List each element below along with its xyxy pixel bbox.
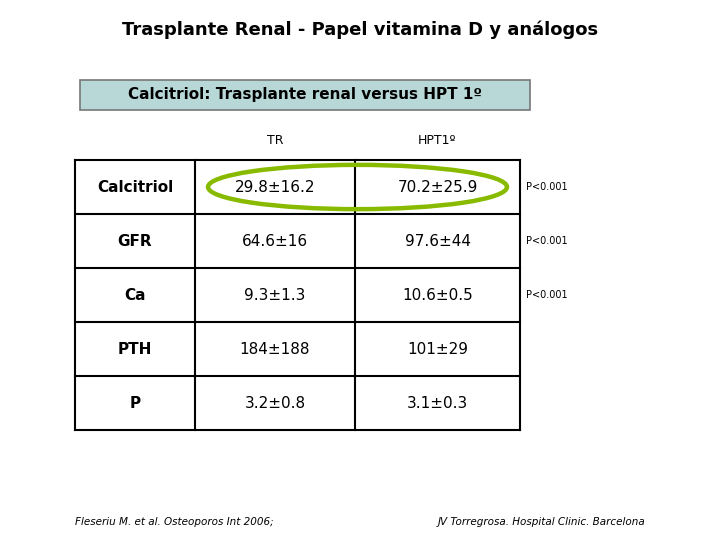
FancyBboxPatch shape (75, 268, 520, 322)
FancyBboxPatch shape (75, 160, 520, 214)
Text: Calcitriol: Trasplante renal versus HPT 1º: Calcitriol: Trasplante renal versus HPT … (128, 87, 482, 103)
FancyBboxPatch shape (75, 376, 520, 430)
Text: P<0.001: P<0.001 (526, 236, 567, 246)
Text: HPT1º: HPT1º (418, 133, 456, 146)
Text: TR: TR (266, 133, 283, 146)
Text: P<0.001: P<0.001 (526, 290, 567, 300)
Text: Fleseriu M. et al. Osteoporos Int 2006;: Fleseriu M. et al. Osteoporos Int 2006; (75, 517, 274, 527)
Text: 70.2±25.9: 70.2±25.9 (397, 179, 477, 194)
Text: 184±188: 184±188 (240, 341, 310, 356)
Text: Trasplante Renal - Papel vitamina D y análogos: Trasplante Renal - Papel vitamina D y an… (122, 21, 598, 39)
Text: 101±29: 101±29 (407, 341, 468, 356)
Text: 9.3±1.3: 9.3±1.3 (244, 287, 306, 302)
Text: 29.8±16.2: 29.8±16.2 (235, 179, 315, 194)
Text: GFR: GFR (117, 233, 153, 248)
Text: Calcitriol: Calcitriol (97, 179, 173, 194)
Text: P: P (130, 395, 140, 410)
Text: PTH: PTH (118, 341, 152, 356)
FancyBboxPatch shape (75, 214, 520, 268)
Text: 3.2±0.8: 3.2±0.8 (244, 395, 305, 410)
Text: P<0.001: P<0.001 (526, 182, 567, 192)
Text: 97.6±44: 97.6±44 (405, 233, 470, 248)
Text: JV Torregrosa. Hospital Clinic. Barcelona: JV Torregrosa. Hospital Clinic. Barcelon… (437, 517, 645, 527)
Text: 3.1±0.3: 3.1±0.3 (407, 395, 468, 410)
FancyBboxPatch shape (75, 322, 520, 376)
Text: 10.6±0.5: 10.6±0.5 (402, 287, 473, 302)
Text: Ca: Ca (125, 287, 145, 302)
Text: 64.6±16: 64.6±16 (242, 233, 308, 248)
FancyBboxPatch shape (80, 80, 530, 110)
